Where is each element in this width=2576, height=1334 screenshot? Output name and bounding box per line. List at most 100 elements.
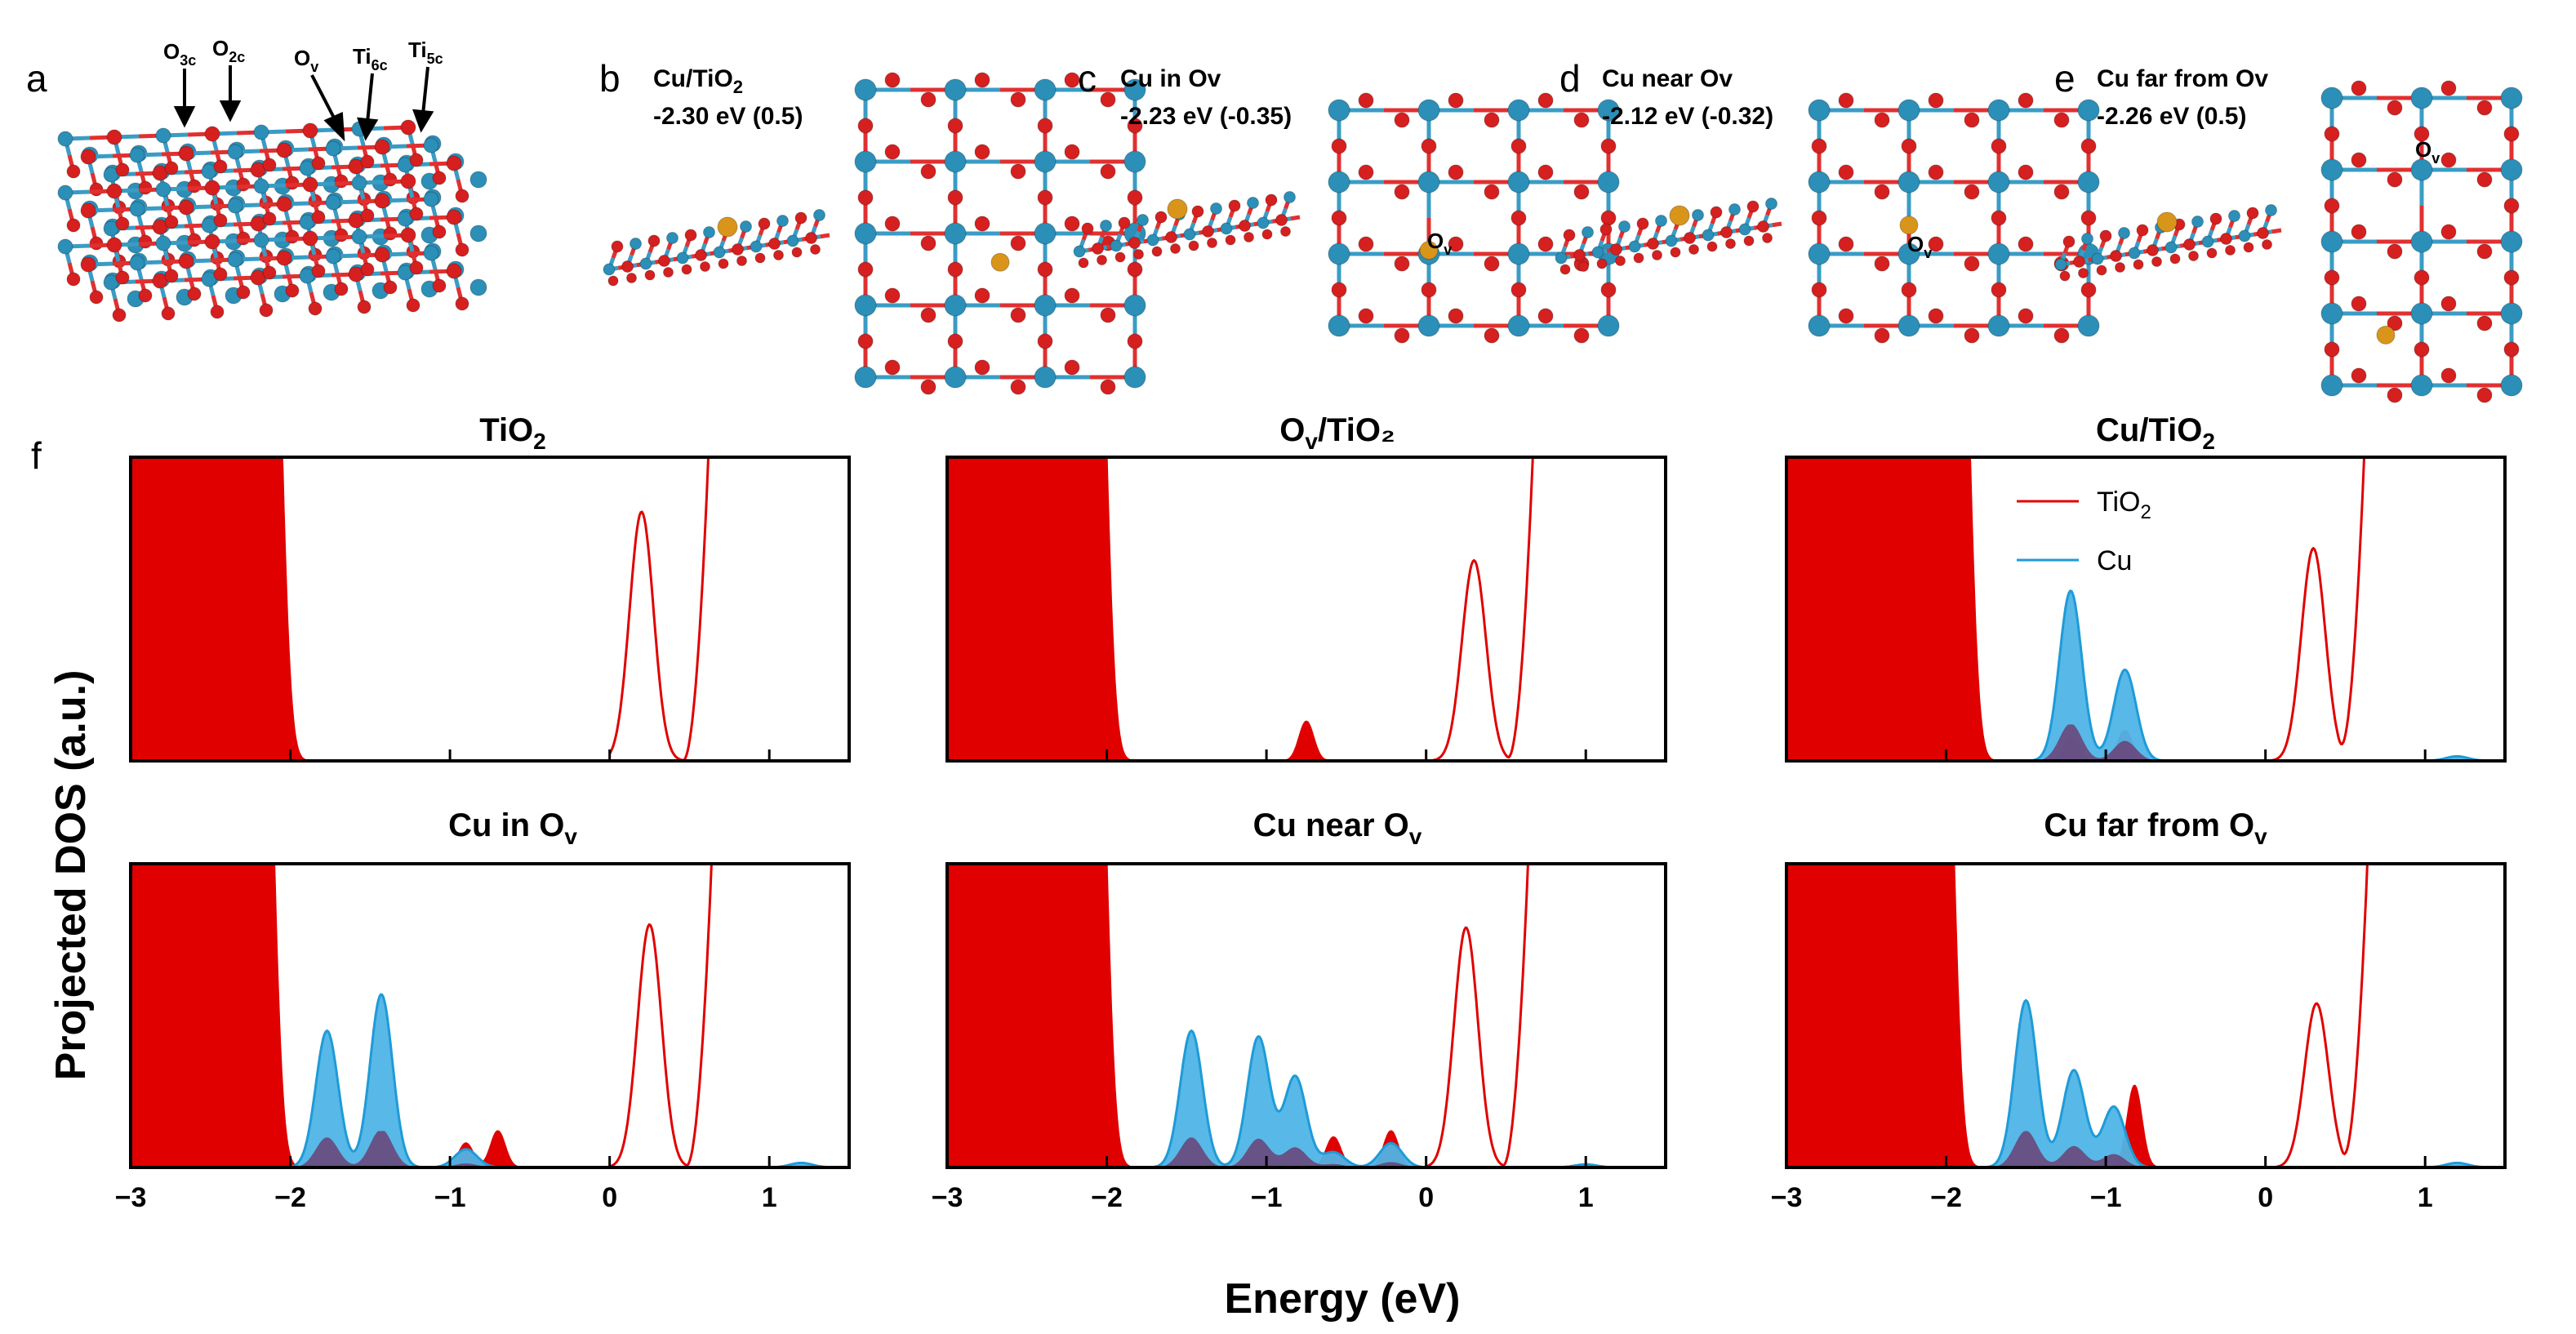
o-atom	[2099, 229, 2112, 242]
o-atom	[758, 217, 771, 230]
ti-atom	[1123, 366, 1146, 389]
ti-atom	[351, 229, 367, 245]
ti-atom	[1123, 294, 1146, 317]
o-atom	[2324, 269, 2340, 286]
x-tick-label: 0	[1418, 1182, 1434, 1213]
o-atom	[2476, 315, 2493, 331]
o-atom	[187, 179, 202, 193]
o-atom	[409, 260, 424, 275]
ti-atom	[703, 226, 715, 238]
o-atom	[80, 256, 96, 273]
o-atom	[1118, 216, 1131, 229]
ti-atom	[854, 78, 877, 101]
o-atom	[1874, 112, 1890, 128]
o-atom	[1928, 236, 1944, 252]
panel-frame	[945, 862, 1667, 1169]
o-atom	[1537, 308, 1554, 324]
o-atom	[1165, 231, 1177, 243]
o-atom	[1928, 92, 1944, 109]
o-atom	[2206, 247, 2218, 259]
o-atom	[1578, 261, 1589, 272]
o-atom	[1874, 327, 1890, 344]
o-atom	[138, 180, 153, 195]
tio2-unoccupied-line	[608, 457, 710, 761]
o-atom	[1537, 164, 1554, 180]
top-view-structure	[2320, 80, 2523, 403]
o-atom	[360, 154, 375, 169]
o-atom	[920, 91, 937, 108]
cu-atom	[2376, 325, 2396, 345]
cu-atom	[1899, 216, 1919, 235]
o-atom	[1448, 92, 1464, 109]
ti-atom	[2410, 230, 2433, 253]
ti-atom	[1808, 314, 1831, 337]
o-atom	[400, 227, 416, 243]
o-atom	[1684, 232, 1696, 244]
bond-o	[1290, 215, 1301, 221]
o-atom	[1573, 184, 1590, 200]
o-atom	[1991, 282, 2007, 298]
ti-atom	[1728, 203, 1741, 216]
panel-frame	[1785, 862, 2507, 1169]
ti-atom	[2410, 302, 2433, 325]
o-atom	[1010, 379, 1026, 395]
o-atom	[1874, 184, 1890, 200]
o-atom	[285, 229, 300, 244]
ti-atom	[155, 127, 171, 144]
o-atom	[2351, 224, 2367, 240]
o-atom	[1261, 229, 1273, 240]
o-atom	[1092, 242, 1104, 255]
ti-atom	[639, 257, 652, 270]
o-atom	[334, 228, 349, 242]
ti-atom	[854, 366, 877, 389]
o-atom	[1838, 236, 1854, 252]
panel-title-cu-near-ov: Cu near Ov	[1253, 807, 1422, 849]
o-atom	[2115, 262, 2125, 273]
o-atom	[1358, 308, 1374, 324]
ti-atom	[1898, 314, 1920, 337]
ti-atom	[2081, 233, 2093, 245]
o-atom	[2018, 236, 2034, 252]
legend-cu-label: Cu	[2097, 545, 2132, 576]
o-atom	[360, 262, 375, 277]
o-atom	[285, 283, 300, 298]
ti-atom	[676, 251, 689, 265]
o-atom	[1901, 282, 1917, 298]
o-atom	[1811, 282, 1827, 298]
plot-area	[947, 864, 1666, 1167]
o-atom	[455, 189, 469, 203]
o-atom	[2053, 327, 2070, 344]
panel-title-cu-far-ov: Cu far from Ov	[2044, 807, 2267, 849]
ti-atom	[1417, 171, 1440, 193]
o-atom	[1720, 226, 1733, 238]
ti-atom	[944, 222, 967, 245]
o-atom	[1448, 236, 1464, 252]
o-atom	[1901, 138, 1917, 154]
ti-atom	[1328, 99, 1350, 122]
o-atom	[455, 242, 469, 257]
o-atom	[947, 261, 963, 278]
panel-a: a O3c O2c Ov Ti6c Ti5c	[26, 36, 487, 322]
ti-atom	[227, 144, 243, 160]
tio2-occupied-states	[131, 864, 610, 1167]
o-atom	[1510, 210, 1527, 226]
o-atom	[920, 163, 937, 180]
o-atom	[1600, 138, 1617, 154]
o-atom	[2080, 282, 2097, 298]
cu-atom	[1167, 198, 1188, 220]
o-atom	[383, 280, 398, 295]
o-atom	[607, 275, 619, 287]
o-atom	[1991, 138, 2007, 154]
ti-atom	[1597, 171, 1620, 193]
panel-a-label: a	[26, 57, 47, 100]
o-atom	[2110, 250, 2122, 262]
o-atom	[204, 126, 220, 142]
o-atom	[204, 180, 220, 196]
o-atom	[2243, 242, 2254, 253]
ti-atom	[776, 215, 789, 227]
o-atom	[1037, 333, 1053, 349]
o-atom	[1394, 256, 1410, 272]
ti-atom	[253, 178, 269, 194]
ti-atom	[2500, 374, 2523, 397]
tio2-occupied-states	[1786, 864, 2266, 1167]
